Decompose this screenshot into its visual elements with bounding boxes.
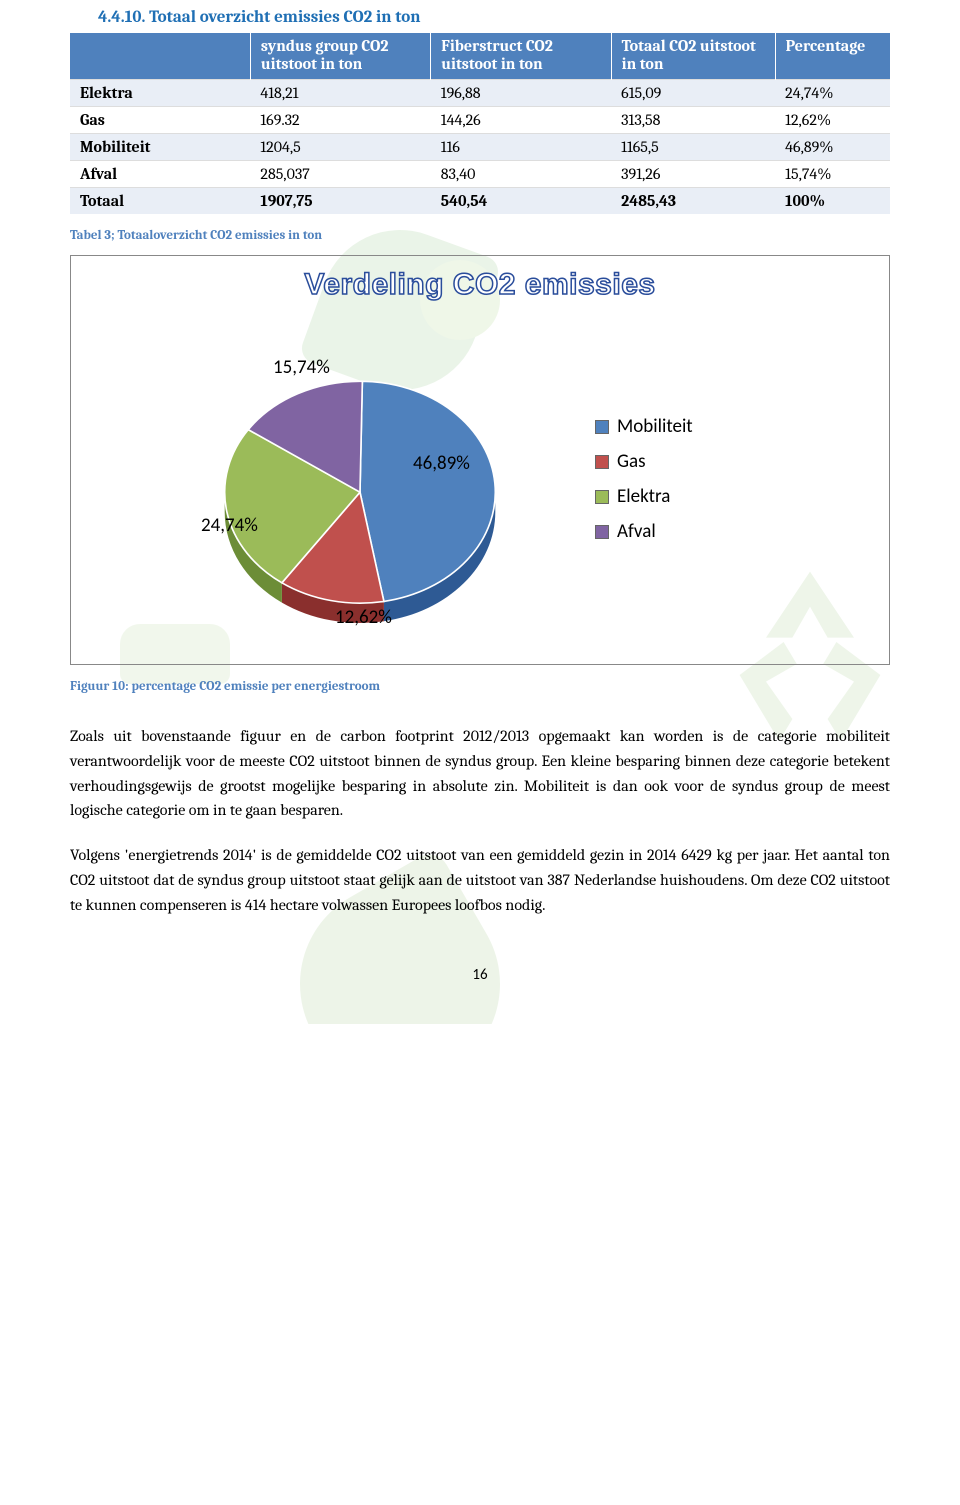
table-header-blank <box>70 33 250 80</box>
table-header-row: syndus group CO2 uitstoot in ton Fiberst… <box>70 33 890 80</box>
chart-legend: Mobiliteit Gas Elektra Afval <box>595 403 693 555</box>
cell-c2: 196,88 <box>431 80 611 107</box>
legend-label: Afval <box>617 520 656 543</box>
table-caption: Tabel 3; Totaaloverzicht CO2 emissies in… <box>70 214 890 251</box>
cell-c3: 313,58 <box>611 107 775 134</box>
emissions-table: syndus group CO2 uitstoot in ton Fiberst… <box>70 33 890 214</box>
legend-label: Elektra <box>617 485 670 508</box>
cell-c3: 615,09 <box>611 80 775 107</box>
section-title-text: Totaal overzicht emissies CO2 in ton <box>149 8 420 27</box>
cell-c1: 285,037 <box>250 161 430 188</box>
paragraph-2: Volgens 'energietrends 2014' is de gemid… <box>70 843 890 917</box>
table-body: Elektra418,21196,88615,0924,74%Gas169.32… <box>70 80 890 215</box>
legend-item: Mobiliteit <box>595 415 693 438</box>
table-row: Mobiliteit1204,51161165,546,89% <box>70 134 890 161</box>
legend-swatch <box>595 525 609 539</box>
table-header-col2: Fiberstruct CO2 uitstoot in ton <box>431 33 611 80</box>
section-heading: 4.4.10. Totaal overzicht emissies CO2 in… <box>70 0 890 33</box>
cell-c4: 46,89% <box>775 134 890 161</box>
cell-c2: 83,40 <box>431 161 611 188</box>
cell-c1: 418,21 <box>250 80 430 107</box>
legend-item: Gas <box>595 450 693 473</box>
row-label: Afval <box>70 161 250 188</box>
cell-c1: 1907,75 <box>250 188 430 215</box>
cell-c2: 540,54 <box>431 188 611 215</box>
cell-c1: 169.32 <box>250 107 430 134</box>
pie-slice-label: 15,74% <box>273 356 330 379</box>
cell-c4: 24,74% <box>775 80 890 107</box>
cell-c3: 391,26 <box>611 161 775 188</box>
pie-svg <box>195 314 525 644</box>
table-header-col3: Totaal CO2 uitstoot in ton <box>611 33 775 80</box>
legend-label: Gas <box>617 450 646 473</box>
legend-item: Elektra <box>595 485 693 508</box>
legend-swatch <box>595 420 609 434</box>
table-row: Gas169.32144,26313,5812,62% <box>70 107 890 134</box>
section-number: 4.4.10. <box>98 8 145 27</box>
chart-container: Verdeling CO2 emissies 46,89% 12,62% 24,74… <box>70 255 890 665</box>
legend-swatch <box>595 490 609 504</box>
table-row: Afval285,03783,40391,2615,74% <box>70 161 890 188</box>
cell-c4: 15,74% <box>775 161 890 188</box>
cell-c4: 100% <box>775 188 890 215</box>
legend-swatch <box>595 455 609 469</box>
table-header-col4: Percentage <box>775 33 890 80</box>
row-label: Elektra <box>70 80 250 107</box>
cell-c3: 2485,43 <box>611 188 775 215</box>
figure-caption: Figuur 10: percentage CO2 emissie per en… <box>70 665 890 724</box>
body-text: Zoals uit bovenstaande figuur en de carb… <box>70 724 890 918</box>
chart-title: Verdeling CO2 emissies <box>304 268 655 302</box>
cell-c2: 116 <box>431 134 611 161</box>
pie-slice-label: 24,74% <box>201 514 258 537</box>
cell-c4: 12,62% <box>775 107 890 134</box>
table-row: Elektra418,21196,88615,0924,74% <box>70 80 890 107</box>
legend-label: Mobiliteit <box>617 415 693 438</box>
row-label: Totaal <box>70 188 250 215</box>
paragraph-1: Zoals uit bovenstaande figuur en de carb… <box>70 724 890 823</box>
cell-c1: 1204,5 <box>250 134 430 161</box>
cell-c3: 1165,5 <box>611 134 775 161</box>
pie-slice-label: 12,62% <box>335 606 392 629</box>
row-label: Gas <box>70 107 250 134</box>
pie-slice-label: 46,89% <box>413 452 470 475</box>
cell-c2: 144,26 <box>431 107 611 134</box>
table-row: Totaal1907,75540,542485,43100% <box>70 188 890 215</box>
row-label: Mobiliteit <box>70 134 250 161</box>
table-header-col1: syndus group CO2 uitstoot in ton <box>250 33 430 80</box>
pie-chart: 46,89% 12,62% 24,74% 15,74% <box>195 314 525 644</box>
legend-item: Afval <box>595 520 693 543</box>
page-number: 16 <box>70 938 890 984</box>
